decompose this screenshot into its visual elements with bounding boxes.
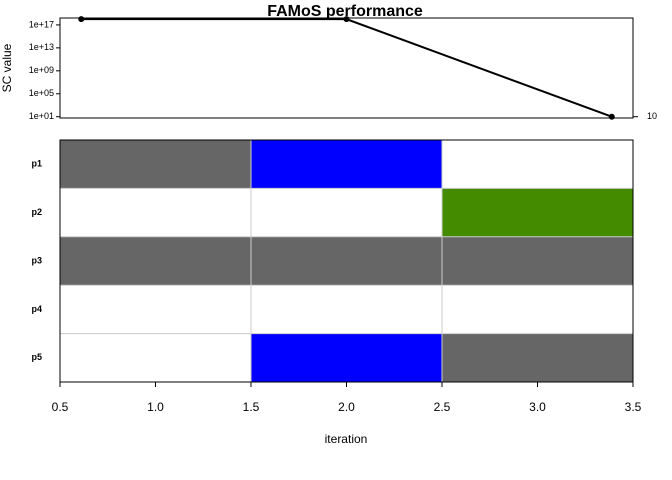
plot-frame	[59, 17, 634, 119]
y-axis-label: SC value	[0, 43, 14, 92]
x-tick-label: 3.0	[529, 400, 546, 414]
y-tick-label: p4	[31, 304, 42, 314]
y-tick-label: p5	[31, 352, 42, 362]
y-tick-label: 1e+05	[29, 88, 54, 98]
x-tick-label: 1.5	[243, 400, 260, 414]
y2-tick-label: 10	[647, 111, 657, 121]
x-axis-label: iteration	[325, 432, 368, 446]
tile	[442, 236, 633, 286]
tile	[60, 333, 251, 382]
tile	[251, 285, 442, 334]
tile	[251, 140, 442, 189]
x-tick-label: 1.0	[147, 400, 164, 414]
y-tick-label: p1	[31, 159, 42, 169]
tile	[442, 333, 633, 382]
tile	[60, 236, 251, 286]
tile	[60, 188, 251, 237]
x-tick-label: 3.5	[625, 400, 642, 414]
tile	[251, 333, 442, 382]
tile	[442, 140, 633, 189]
tile	[442, 285, 633, 334]
data-point	[78, 16, 85, 23]
y-tick-label: 1e+01	[29, 111, 54, 121]
y-tick-label: p3	[31, 255, 42, 265]
tile	[60, 285, 251, 334]
data-line	[81, 18, 613, 118]
data-point	[343, 16, 350, 23]
y-tick-label: 1e+09	[29, 65, 54, 75]
y-tick-label: 1e+13	[29, 42, 54, 52]
tile	[60, 140, 251, 189]
x-tick-label: 2.0	[338, 400, 355, 414]
data-point	[608, 113, 615, 120]
tile	[251, 236, 442, 286]
x-tick-label: 2.5	[434, 400, 451, 414]
tile	[251, 188, 442, 237]
y-tick-label: p2	[31, 207, 42, 217]
x-tick-label: 0.5	[52, 400, 69, 414]
tile	[442, 188, 633, 237]
y-tick-label: 1e+17	[29, 19, 54, 29]
chart-title: FAMoS performance	[267, 3, 423, 20]
